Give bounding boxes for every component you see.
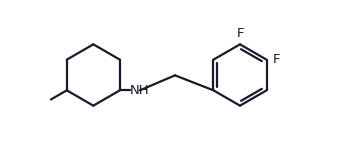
Text: NH: NH — [130, 84, 150, 97]
Text: F: F — [237, 27, 244, 40]
Text: F: F — [273, 53, 280, 66]
